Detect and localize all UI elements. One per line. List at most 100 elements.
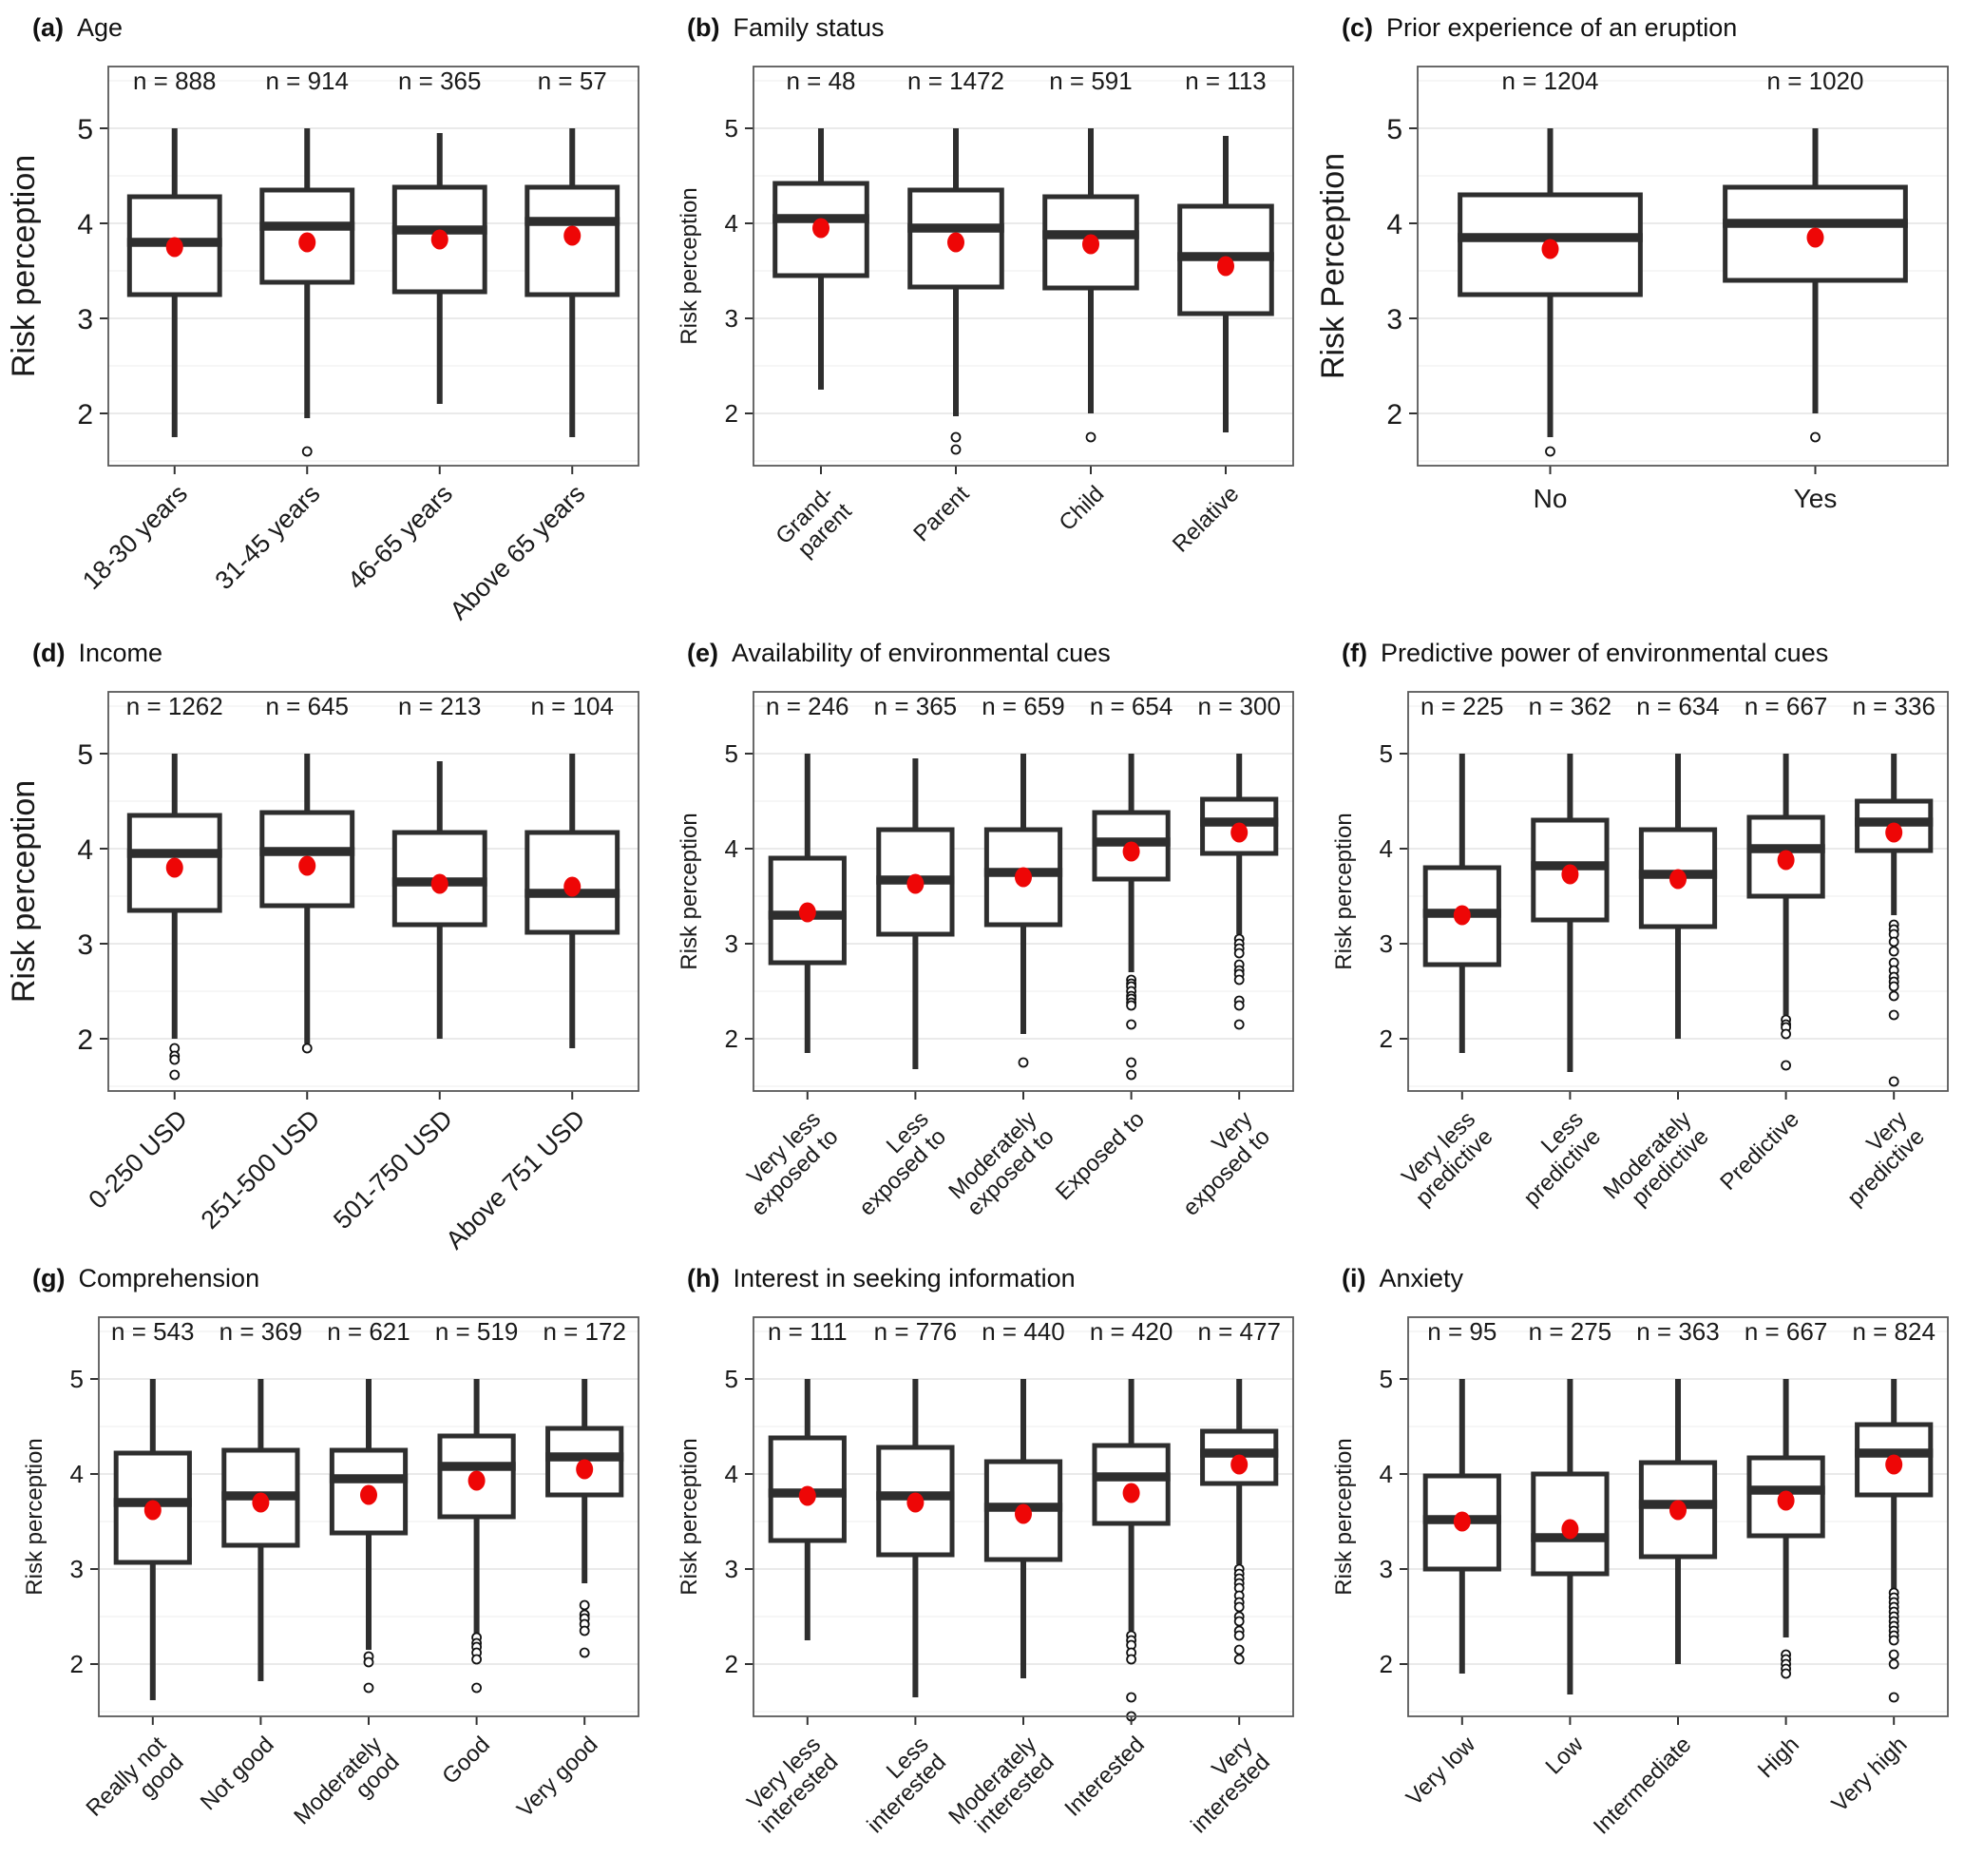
y-tick-label: 3	[70, 1555, 84, 1583]
y-tick-label: 4	[725, 1460, 738, 1488]
mean-dot	[1122, 1483, 1140, 1503]
n-count-label: n = 246	[766, 692, 849, 720]
mean-dot	[1453, 905, 1471, 926]
y-tick-label: 3	[725, 929, 738, 958]
boxplot-panel: (h) Interest in seeking information 2 3 4 5 R…	[655, 1251, 1309, 1876]
boxplot-panel: (a) Age 2 3 4 5 Risk perception n = 888 18-30 y…	[0, 0, 655, 625]
n-count-label: n = 667	[1745, 692, 1827, 720]
mean-dot	[1561, 1519, 1579, 1540]
outlier-point	[1233, 1654, 1245, 1665]
outlier-point	[1233, 1644, 1245, 1656]
y-tick-label: 5	[725, 114, 738, 143]
outlier-point	[363, 1682, 374, 1694]
outlier-point	[301, 446, 313, 457]
panel-title: (g) Comprehension	[0, 1251, 655, 1294]
n-count-label: n = 365	[874, 692, 957, 720]
y-axis-label: Risk perception	[677, 813, 702, 969]
y-axis-label: Risk perception	[1331, 1438, 1357, 1595]
mean-dot	[1015, 867, 1032, 888]
boxplot-panel: (i) Anxiety 2 3 4 5 Risk perception n = 95 Very…	[1309, 1251, 1964, 1876]
plot-background	[0, 44, 655, 625]
outlier-point	[363, 1656, 374, 1668]
panel-border	[1407, 691, 1949, 1092]
x-tick-label: Yes	[1794, 484, 1838, 513]
outlier-point	[1888, 1658, 1899, 1670]
y-axis-label: Risk perception	[677, 187, 702, 344]
outlier-point	[1085, 431, 1096, 443]
plot-background	[0, 1294, 655, 1876]
mean-dot	[1777, 1490, 1795, 1511]
outlier-point	[1545, 446, 1555, 457]
y-tick-label: 2	[725, 1024, 738, 1053]
n-count-label: n = 634	[1636, 692, 1719, 720]
n-count-label: n = 440	[982, 1317, 1064, 1346]
mean-dot	[1806, 227, 1824, 248]
panel-letter: (c)	[1342, 13, 1373, 42]
mean-dot	[1561, 864, 1579, 885]
mean-dot	[1082, 234, 1099, 255]
n-count-label: n = 57	[538, 67, 607, 95]
mean-dot	[252, 1492, 270, 1513]
n-count-label: n = 213	[398, 692, 481, 720]
panel-letter: (f)	[1342, 639, 1367, 667]
n-count-label: n = 591	[1049, 67, 1132, 95]
n-count-label: n = 1020	[1767, 67, 1864, 95]
y-tick-label: 4	[1380, 834, 1393, 863]
mean-dot	[798, 902, 816, 923]
mean-dot	[812, 218, 829, 239]
panel-title-text: Family status	[733, 13, 885, 42]
y-axis-label: Risk perception	[22, 1438, 48, 1595]
mean-dot	[143, 1500, 162, 1521]
y-tick-label: 3	[1380, 1555, 1393, 1583]
n-count-label: n = 1262	[126, 692, 223, 720]
n-count-label: n = 95	[1427, 1317, 1497, 1346]
plot-background	[1309, 1294, 1964, 1876]
boxplot-panel: (g) Comprehension 2 3 4 5 Risk perception n = …	[0, 1251, 655, 1876]
y-tick-label: 4	[77, 834, 93, 866]
mean-dot	[1122, 841, 1140, 862]
mean-dot	[165, 237, 183, 258]
panel-title-text: Income	[78, 639, 163, 667]
panel-title-text: Prior experience of an eruption	[1386, 13, 1738, 42]
outlier-point	[471, 1654, 483, 1665]
mean-dot	[1541, 239, 1559, 259]
n-count-label: n = 1204	[1502, 67, 1599, 95]
n-count-label: n = 362	[1529, 692, 1611, 720]
n-count-label: n = 621	[327, 1317, 410, 1346]
boxplot-panel: (d) Income 2 3 4 5 Risk perception n = 1262 0-2…	[0, 625, 655, 1251]
box-group: n = 1204 No	[1458, 67, 1643, 513]
boxplot-panel: (e) Availability of environmental cues 2 3…	[655, 625, 1309, 1251]
n-count-label: n = 111	[768, 1317, 848, 1346]
panel-title: (d) Income	[0, 625, 655, 669]
panel-letter: (b)	[687, 13, 720, 42]
plot-background	[0, 669, 655, 1251]
outlier-point	[169, 1054, 181, 1065]
y-tick-label: 5	[725, 1365, 738, 1393]
outlier-point	[1233, 1601, 1245, 1613]
mean-dot	[563, 225, 582, 246]
mean-dot	[360, 1484, 377, 1505]
panel-border	[1407, 1316, 1949, 1717]
outlier-point	[1888, 936, 1899, 948]
y-tick-label: 2	[1386, 399, 1402, 431]
outlier-point	[471, 1682, 483, 1694]
n-count-label: n = 776	[874, 1317, 957, 1346]
boxplot-chart: 2 3 4 5 Risk Perception n = 1204 No n = 1020 Yes	[1309, 44, 1964, 625]
y-tick-label: 2	[725, 399, 738, 428]
panel-title-text: Comprehension	[78, 1264, 260, 1292]
y-axis-label: Risk perception	[6, 780, 42, 1003]
boxplot-panel: (c) Prior experience of an eruption 2 3 4 5 R…	[1309, 0, 1964, 625]
plot-background	[655, 1294, 1309, 1876]
outlier-point	[301, 1043, 313, 1054]
outlier-point	[579, 1625, 590, 1637]
outlier-point	[579, 1647, 590, 1658]
panel-border	[1417, 66, 1949, 467]
mean-dot	[947, 232, 964, 253]
panel-title: (h) Interest in seeking information	[655, 1251, 1309, 1294]
boxplot-panel: (f) Predictive power of environmental cue…	[1309, 625, 1964, 1251]
mean-dot	[430, 229, 448, 250]
y-tick-label: 4	[725, 834, 738, 863]
